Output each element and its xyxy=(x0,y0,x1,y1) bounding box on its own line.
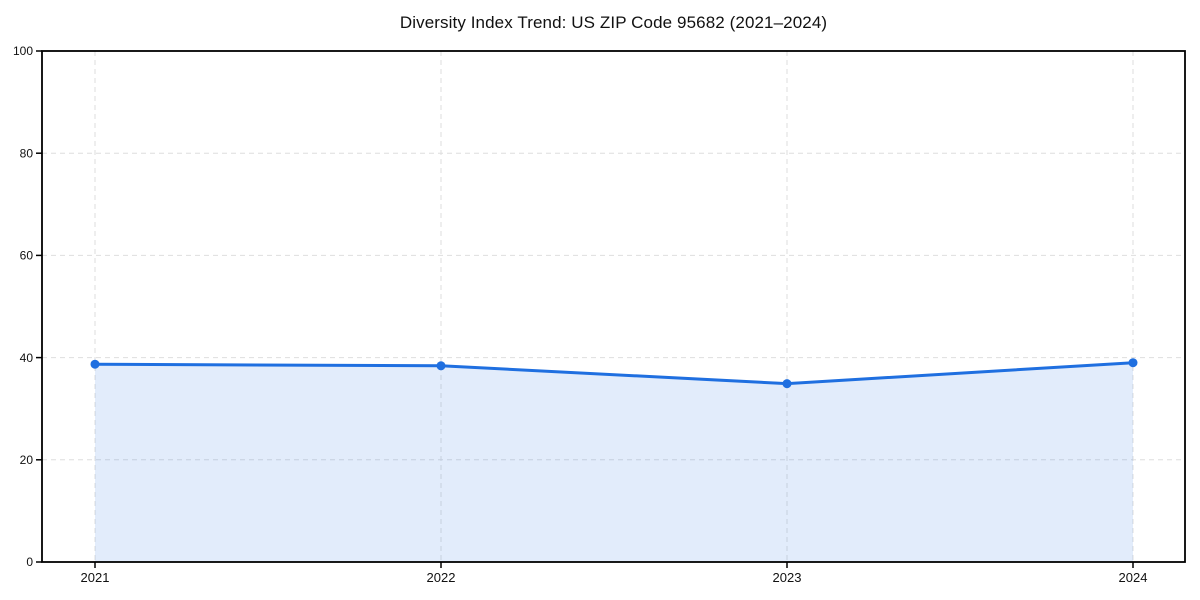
data-point-marker xyxy=(782,379,792,389)
data-point-marker xyxy=(90,359,100,369)
x-tick-label: 2022 xyxy=(427,570,456,585)
x-tick-label: 2024 xyxy=(1119,570,1148,585)
x-tick-label: 2021 xyxy=(81,570,110,585)
y-tick-label: 60 xyxy=(20,249,34,263)
y-tick-label: 100 xyxy=(13,44,33,58)
y-tick-label: 40 xyxy=(20,351,34,365)
y-tick-label: 80 xyxy=(20,146,34,160)
y-tick-label: 0 xyxy=(26,555,33,569)
data-point-marker xyxy=(436,361,446,371)
data-point-marker xyxy=(1128,358,1138,368)
y-tick-label: 20 xyxy=(20,453,34,467)
x-tick-label: 2023 xyxy=(773,570,802,585)
axis-frame xyxy=(41,50,1186,563)
chart-title: Diversity Index Trend: US ZIP Code 95682… xyxy=(399,13,828,32)
area-fill xyxy=(95,362,1133,562)
trend-line xyxy=(93,361,1135,386)
